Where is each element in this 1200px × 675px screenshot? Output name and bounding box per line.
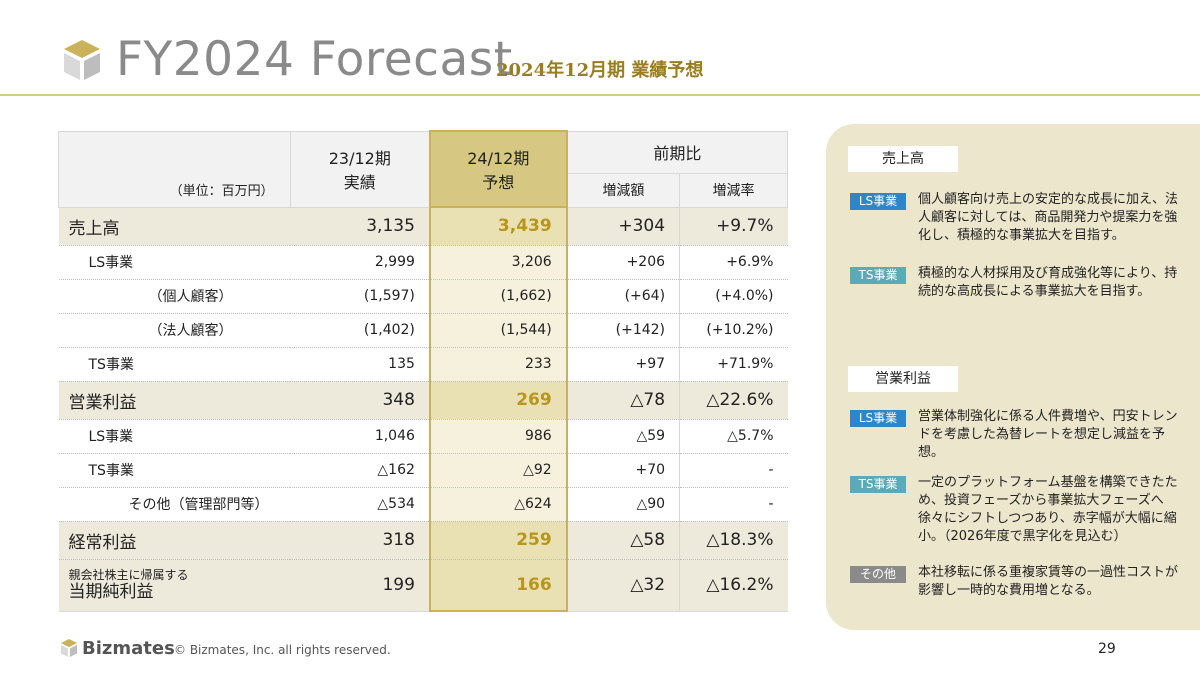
cell-diff: +304 [566,207,680,246]
page-subtitle: 2024年12月期 業績予想 [496,60,704,81]
table-row: LS事業 1,046 986 △59 △5.7% [58,419,788,454]
cell-rate: △18.3% [679,521,788,560]
cell-rate: +9.7% [679,207,788,246]
col-header-rate: 増減率 [679,172,788,208]
row-label: TS事業 [58,347,291,382]
table-row: TS事業 △162 △92 +70 - [58,453,788,488]
header-divider [0,94,1200,96]
cell-diff: +97 [566,347,680,382]
footer-brand: Bizmates [82,638,175,659]
cell-diff: △58 [566,521,680,560]
cell-diff: △59 [566,419,680,454]
table-row: （法人顧客） (1,402) (1,544) (+142) (+10.2%) [58,313,788,348]
cell-rate: +6.9% [679,245,788,280]
desc-ts-op: 一定のプラットフォーム基盤を構築できたため、投資フェーズから事業拡大フェーズへ徐… [918,475,1178,544]
table-row: その他（管理部門等） △534 △624 △90 - [58,487,788,522]
cell-diff: +70 [566,453,680,488]
page-number: 29 [1098,641,1116,657]
cell-diff: +206 [566,245,680,280]
col-header-yoy: 前期比 [566,130,788,174]
tag-ls-op: LS事業 [850,410,906,427]
cell-cur: 259 [428,521,568,560]
cell-rate: - [679,453,788,488]
table-row: 売上高 3,135 3,439 +304 +9.7% [58,207,788,246]
row-label: TS事業 [58,453,291,488]
tag-ts-op: TS事業 [850,476,906,493]
cell-cur: 166 [428,559,568,612]
cell-diff: (+64) [566,279,680,314]
row-label: 経常利益 [58,521,291,560]
cell-cur: 3,206 [428,245,568,280]
table-row: 営業利益 348 269 △78 △22.6% [58,381,788,420]
cell-rate: (+4.0%) [679,279,788,314]
cell-diff: △32 [566,559,680,612]
cell-diff: △90 [566,487,680,522]
cell-diff: (+142) [566,313,680,348]
cell-cur: 233 [428,347,568,382]
desc-ls-sales: 個人顧客向け売上の安定的な成長に加え、法人顧客に対しては、商品開発力や提案力を強… [918,192,1179,243]
cell-cur: △624 [428,487,568,522]
cell-prev: 348 [290,381,430,420]
row-label: その他（管理部門等） [58,487,291,522]
cell-prev: 199 [290,559,430,612]
cell-rate: (+10.2%) [679,313,788,348]
row-label: 親会社株主に帰属する 当期純利益 [58,559,291,612]
slide-header: FY2024 Forecast 2024年12月期 業績予想 [0,0,1200,96]
desc-ts-sales: 積極的な人材採用及び育成強化等により、持続的な高成長による事業拡大を目指す。 [918,266,1178,299]
cell-prev: 318 [290,521,430,560]
footer-cube-icon [60,639,78,657]
tag-other-op: その他 [850,566,906,583]
tag-ls-sales: LS事業 [850,193,906,210]
cell-cur: 986 [428,419,568,454]
cell-rate: +71.9% [679,347,788,382]
cell-prev: 135 [290,347,430,382]
table-row: 経常利益 318 259 △58 △18.3% [58,521,788,560]
cell-cur: 269 [428,381,568,420]
col-header-cur: 24/12期 予想 [428,130,568,208]
cell-prev: △534 [290,487,430,522]
cell-cur: (1,662) [428,279,568,314]
desc-other-op: 本社移転に係る重複家賃等の一過性コストが影響し一時的な費用増となる。 [918,565,1179,598]
table-row: 親会社株主に帰属する 当期純利益 199 166 △32 △16.2% [58,559,788,612]
cell-prev: △162 [290,453,430,488]
cell-cur: (1,544) [428,313,568,348]
cell-prev: 1,046 [290,419,430,454]
row-label: （個人顧客） [58,279,291,314]
table-row: （個人顧客） (1,597) (1,662) (+64) (+4.0%) [58,279,788,314]
cell-rate: △22.6% [679,381,788,420]
tag-ts-sales: TS事業 [850,267,906,284]
footer-copyright: © Bizmates, Inc. all rights reserved. [174,643,391,657]
cell-prev: 3,135 [290,207,430,246]
cell-prev: (1,402) [290,313,430,348]
cell-diff: △78 [566,381,680,420]
cell-cur: 3,439 [428,207,568,246]
row-label: LS事業 [58,245,291,280]
cube-logo-icon [64,40,100,80]
page-title: FY2024 Forecast [116,32,513,87]
forecast-table: （単位：百万円） 23/12期 実績 24/12期 予想 前期比 増減額 増減率… [58,130,788,612]
cell-rate: △16.2% [679,559,788,612]
table-row: LS事業 2,999 3,206 +206 +6.9% [58,245,788,280]
row-label: （法人顧客） [58,313,291,348]
col-header-prev: 23/12期 実績 [289,130,431,208]
cell-prev: 2,999 [290,245,430,280]
unit-label: （単位：百万円） [58,130,291,208]
col-header-diff: 増減額 [566,172,681,208]
cell-rate: - [679,487,788,522]
row-label: 営業利益 [58,381,291,420]
section-title-sales: 売上高 [848,146,958,172]
section-title-op: 営業利益 [848,366,958,392]
row-label: LS事業 [58,419,291,454]
row-label: 売上高 [58,207,291,246]
table-row: TS事業 135 233 +97 +71.9% [58,347,788,382]
cell-cur: △92 [428,453,568,488]
desc-ls-op: 営業体制強化に係る人件費増や、円安トレンドを考慮した為替レートを想定し減益を予想… [918,409,1178,460]
cell-rate: △5.7% [679,419,788,454]
cell-prev: (1,597) [290,279,430,314]
